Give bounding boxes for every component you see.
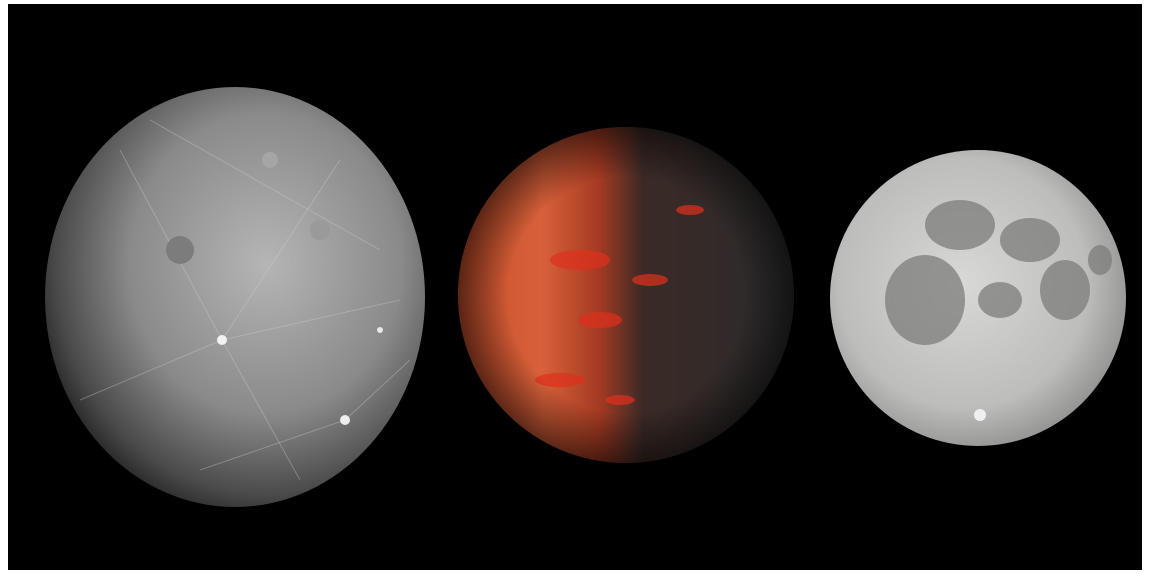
lava-planet	[458, 127, 794, 463]
mercury	[45, 87, 425, 507]
moon	[830, 150, 1126, 446]
